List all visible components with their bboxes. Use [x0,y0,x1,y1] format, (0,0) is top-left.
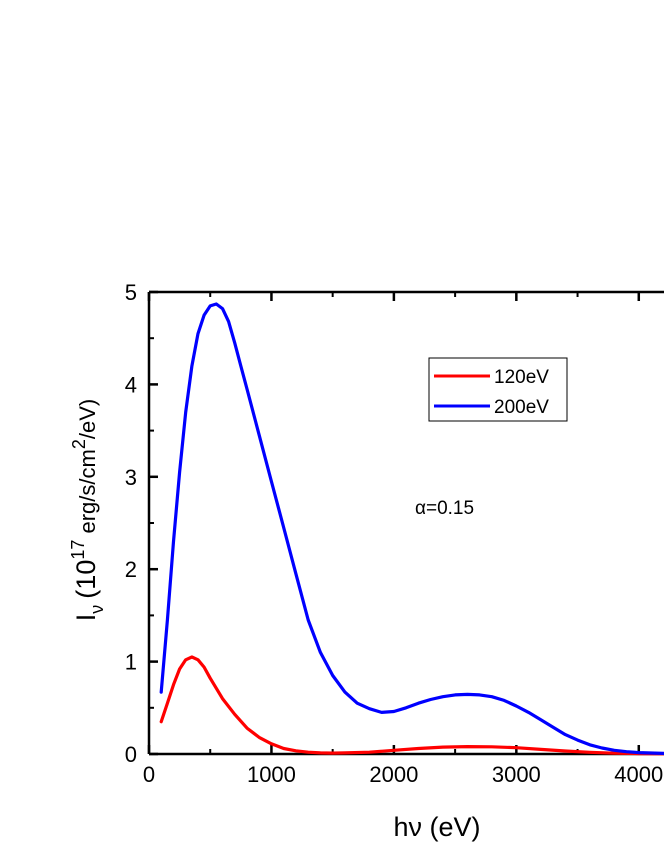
y-tick-label: 4 [125,372,137,397]
y-tick-label: 3 [125,465,137,490]
legend-label-120ev: 120eV [494,367,549,388]
y-axis-title: Iν (1017 erg/s/cm2/eV) [68,399,107,621]
y-title-exp: 17 [68,540,88,560]
legend: 120eV 200eV [428,357,568,422]
x-tick-label: 1000 [247,762,296,787]
y-tick-label: 2 [125,557,137,582]
y-title-unit: erg/s/cm [75,449,100,539]
x-tick-label: 4000 [614,762,663,787]
x-tick-label: 0 [143,762,155,787]
legend-box [428,357,568,422]
x-tick-label: 3000 [492,762,541,787]
y-tick-label: 0 [125,742,137,767]
y-title-exp2: 2 [69,439,89,449]
x-axis-title: hν (eV) [393,812,480,842]
y-title-open: (10 [71,560,101,599]
alpha-annotation: α=0.15 [415,498,474,519]
y-tick-label: 5 [125,280,137,305]
y-title-main: I [71,614,101,622]
y-title-sub: ν [87,605,107,614]
tick-labels: 0 1000 2000 3000 4000 0 1 2 3 4 5 [125,280,664,787]
x-tick-label: 2000 [369,762,418,787]
y-tick-label: 1 [125,650,137,675]
series-lines [159,302,664,756]
legend-label-200ev: 200eV [494,397,549,418]
y-title-close: /eV) [75,399,100,439]
series-line-120ev [159,655,664,756]
series-line-200ev [159,302,664,756]
